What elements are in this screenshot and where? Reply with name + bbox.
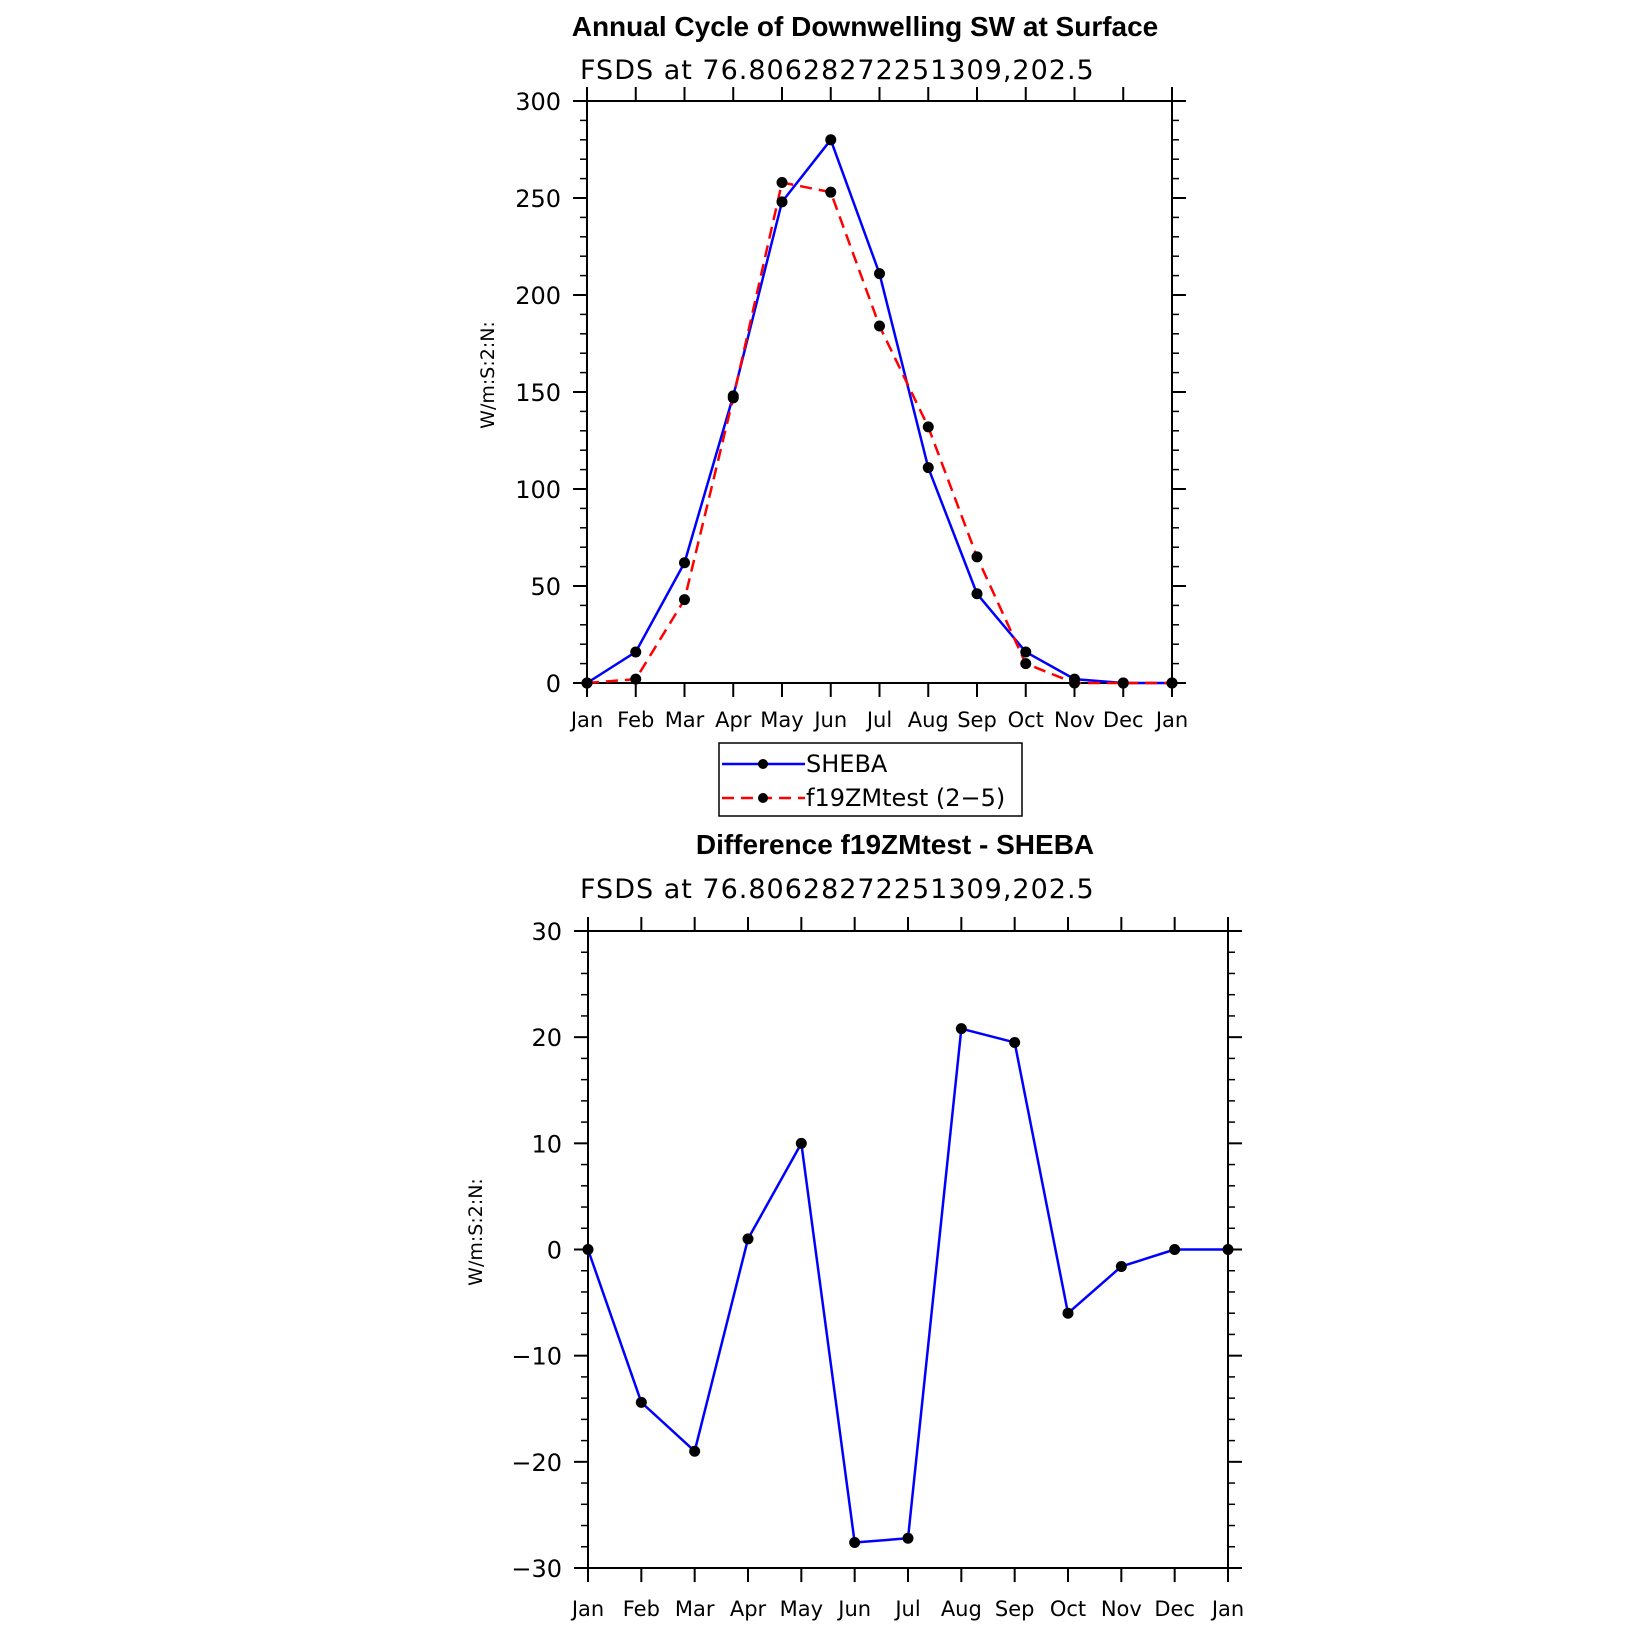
chart-2-subtitle: FSDS at 76.80628272251309,202.5 [580,874,1095,905]
data-point-0 [902,1532,914,1544]
y-tick-label: 0 [547,1237,562,1265]
x-tick-label: Apr [730,1597,767,1621]
x-tick-label: Jan [570,1597,604,1621]
x-tick-label: May [760,708,803,732]
series-line-1 [586,181,1172,685]
x-tick-label: Aug [941,1597,982,1621]
data-point-1 [630,673,642,685]
y-tick-label: 150 [515,379,561,407]
data-point-0 [1222,1244,1234,1255]
data-point-0 [1115,1260,1127,1272]
x-tick-label: Dec [1103,708,1144,732]
plot-frame [586,100,1173,684]
y-tick-label: 20 [531,1024,562,1052]
data-point-1 [922,421,934,433]
y-tick-label: 30 [531,918,562,946]
y-tick-label: −20 [511,1449,562,1477]
data-point-0 [742,1233,754,1245]
x-tick-label: Jun [836,1597,871,1621]
chart-2-ylabel: W/m:S:2:N: [465,1178,487,1286]
data-point-1 [776,176,788,188]
data-point-0 [795,1137,807,1149]
data-point-1 [679,594,690,606]
x-tick-label: Jul [893,1597,920,1621]
data-point-0 [955,1023,967,1035]
chart-2: Difference f19ZMtest - SHEBA FSDS at 76.… [465,829,1244,1621]
x-tick-label: Apr [715,708,752,732]
data-point-0 [874,268,885,280]
data-point-0 [776,196,788,208]
data-point-0 [582,1244,594,1255]
data-point-1 [971,551,983,563]
series-line-0 [586,1027,1228,1544]
chart-2-plot-area: −30 −20 −10 0 10 20 30 Jan Feb Mar Apr May Jun Jul Aug… [511,917,1244,1621]
x-tick-label: Oct [1008,708,1044,732]
y-tick-label: 100 [515,476,561,504]
chart-1-title: Annual Cycle of Downwelling SW at Surfac… [572,11,1159,42]
data-point-1 [727,392,739,404]
data-point-0 [689,1445,701,1457]
legend-marker-f19zmtest [758,793,768,803]
data-point-0 [971,588,983,600]
data-point-1 [1117,677,1129,689]
data-point-1 [1166,677,1178,689]
legend-item-sheba: SHEBA [722,750,888,778]
chart-1-plot-area: 0 50 100 150 200 250 300 Jan Feb Mar Apr May Jun Jul A… [515,87,1188,732]
y-tick-label: −10 [511,1343,562,1371]
x-tick-label: Feb [623,1597,660,1621]
y-tick-label: 300 [515,88,561,116]
x-tick-label: May [780,1597,823,1621]
x-tick-label: Nov [1101,1597,1142,1621]
chart-2-title: Difference f19ZMtest - SHEBA [696,829,1094,860]
x-tick-label: Jul [865,708,892,732]
data-point-0 [679,557,690,569]
data-point-0 [825,134,837,146]
plot-frame [587,930,1229,1569]
x-tick-label: Jun [812,708,847,732]
data-point-1 [825,186,837,198]
chart-1-subtitle: FSDS at 76.80628272251309,202.5 [580,55,1095,86]
data-point-1 [1069,677,1080,689]
x-tick-label: Nov [1054,708,1095,732]
x-tick-label: Feb [617,708,654,732]
y-tick-label: 0 [546,670,561,698]
data-point-1 [874,320,885,332]
data-point-0 [1009,1036,1021,1048]
x-tick-label: Sep [995,1597,1035,1621]
y-tick-label: 200 [515,282,561,310]
x-tick-label: Jan [1210,1597,1244,1621]
series-line-0 [586,138,1172,685]
y-tick-label: 10 [531,1130,562,1158]
x-tick-label: Mar [675,1597,715,1621]
x-tick-label: Dec [1154,1597,1195,1621]
legend-label-sheba: SHEBA [806,750,888,778]
data-point-0 [1062,1307,1074,1319]
chart-1-ylabel: W/m:S:2:N: [477,321,499,429]
chart-1: Annual Cycle of Downwelling SW at Surfac… [477,11,1188,732]
data-point-1 [1020,658,1032,670]
data-point-0 [922,462,934,474]
x-tick-label: Mar [665,708,705,732]
x-tick-label: Aug [908,708,949,732]
legend: SHEBA f19ZMtest (2−5) [718,742,1023,817]
data-point-0 [1169,1244,1181,1255]
data-point-1 [581,677,593,689]
legend-marker-sheba [758,759,768,769]
legend-item-f19zmtest: f19ZMtest (2−5) [722,784,1005,812]
y-tick-label: −30 [511,1555,562,1583]
data-point-0 [630,646,642,658]
x-tick-label: Jan [1154,708,1188,732]
data-point-0 [849,1537,861,1549]
x-tick-label: Sep [957,708,997,732]
legend-box [718,742,1023,817]
x-tick-label: Jan [569,708,603,732]
y-tick-label: 50 [530,573,561,601]
legend-label-f19zmtest: f19ZMtest (2−5) [806,784,1005,812]
data-point-0 [1020,646,1032,658]
x-tick-label: Oct [1050,1597,1086,1621]
y-tick-label: 250 [515,185,561,213]
data-point-0 [635,1396,647,1408]
